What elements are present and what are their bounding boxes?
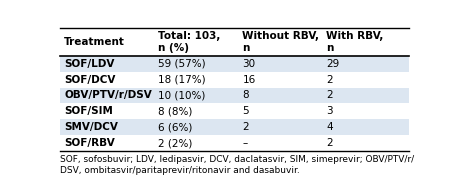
- Text: 6 (6%): 6 (6%): [158, 122, 193, 132]
- Text: SOF/RBV: SOF/RBV: [64, 138, 115, 148]
- Text: 18 (17%): 18 (17%): [158, 75, 206, 85]
- Bar: [60, 28, 410, 56]
- Bar: [60, 88, 410, 103]
- Text: 2: 2: [326, 75, 333, 85]
- Text: Total: 103,
n (%): Total: 103, n (%): [158, 31, 221, 52]
- Text: 59 (57%): 59 (57%): [158, 59, 206, 69]
- Bar: [60, 103, 410, 119]
- Bar: [60, 56, 410, 72]
- Text: –: –: [242, 138, 248, 148]
- Text: 2: 2: [242, 122, 249, 132]
- Text: SOF/LDV: SOF/LDV: [64, 59, 115, 69]
- Text: SOF, sofosbuvir; LDV, ledipasvir, DCV, daclatasvir, SIM, simeprevir; OBV/PTV/r/
: SOF, sofosbuvir; LDV, ledipasvir, DCV, d…: [60, 155, 414, 175]
- Text: 8: 8: [242, 91, 249, 101]
- Bar: [60, 135, 410, 151]
- Text: OBV/PTV/r/DSV: OBV/PTV/r/DSV: [64, 91, 152, 101]
- Text: 3: 3: [326, 106, 333, 116]
- Text: 16: 16: [242, 75, 256, 85]
- Text: SOF/DCV: SOF/DCV: [64, 75, 115, 85]
- Text: 5: 5: [242, 106, 249, 116]
- Text: 8 (8%): 8 (8%): [158, 106, 193, 116]
- Text: SMV/DCV: SMV/DCV: [64, 122, 118, 132]
- Bar: [60, 72, 410, 88]
- Text: 30: 30: [242, 59, 255, 69]
- Text: 2: 2: [326, 138, 333, 148]
- Text: 2 (2%): 2 (2%): [158, 138, 193, 148]
- Text: 10 (10%): 10 (10%): [158, 91, 206, 101]
- Text: 29: 29: [326, 59, 340, 69]
- Text: 4: 4: [326, 122, 333, 132]
- Text: Without RBV,
n: Without RBV, n: [242, 31, 319, 52]
- Bar: [60, 119, 410, 135]
- Text: Treatment: Treatment: [64, 37, 125, 47]
- Text: 2: 2: [326, 91, 333, 101]
- Text: With RBV,
n: With RBV, n: [326, 31, 384, 52]
- Text: SOF/SIM: SOF/SIM: [64, 106, 113, 116]
